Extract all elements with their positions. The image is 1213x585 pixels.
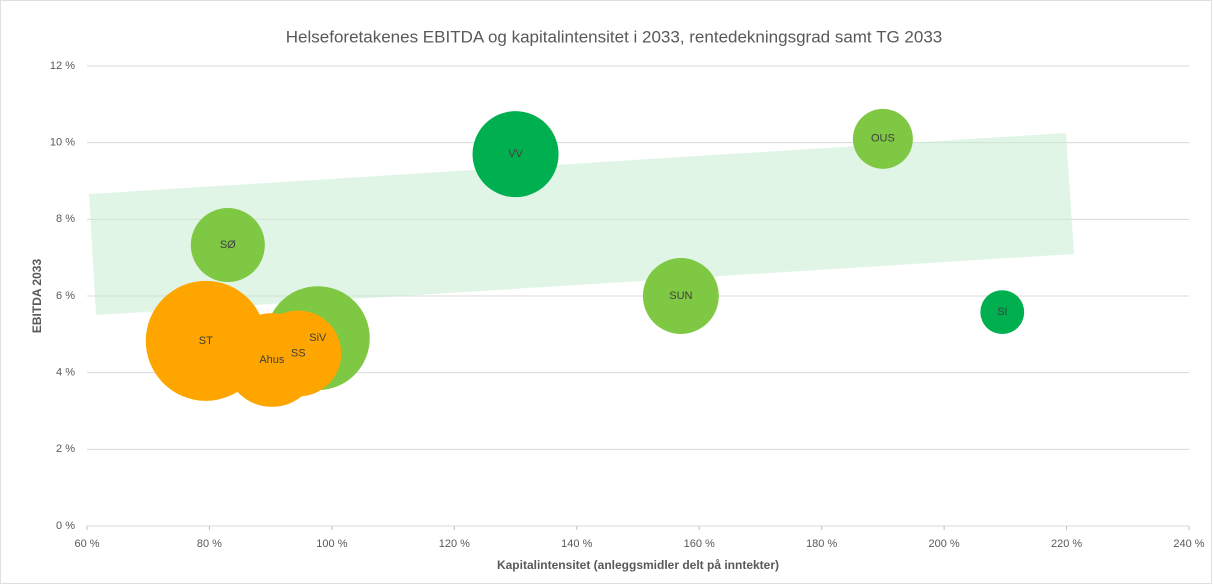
y-tick-label: 4 % <box>56 367 75 379</box>
bubble-label: Ahus <box>259 354 285 366</box>
bubble-labels: VV OUS SØ SUN SI SiV ST Ahus SS <box>199 133 1008 366</box>
y-axis-title: EBITDA 2033 <box>30 259 44 334</box>
bubble <box>255 310 342 397</box>
y-tick-label: 8 % <box>56 213 75 225</box>
bubble-label: SUN <box>669 290 692 302</box>
bubble <box>472 111 559 198</box>
x-tick-label: 160 % <box>684 538 715 550</box>
trend-band <box>89 133 1074 315</box>
y-tick-label: 0 % <box>56 520 75 532</box>
x-tick-label: 140 % <box>561 538 592 550</box>
x-tick-label: 60 % <box>74 538 99 550</box>
chart-title: Helseforetakenes EBITDA og kapitalintens… <box>286 27 942 46</box>
bubble-label: SØ <box>220 239 236 251</box>
x-tick-label: 100 % <box>316 538 347 550</box>
bubble-label: OUS <box>871 133 895 145</box>
bubble <box>642 258 719 334</box>
bubble-label: SiV <box>309 332 327 344</box>
x-tick-label: 200 % <box>929 538 960 550</box>
x-axis-title: Kapitalintensitet (anleggsmidler delt på… <box>497 558 779 572</box>
y-tick-label: 12 % <box>50 60 75 72</box>
bubble-label: SI <box>997 306 1007 318</box>
x-tick-label: 80 % <box>197 538 222 550</box>
x-tick-label: 180 % <box>806 538 837 550</box>
bubble <box>190 208 265 283</box>
y-tick-label: 6 % <box>56 290 75 302</box>
x-tick-label: 240 % <box>1173 538 1204 550</box>
x-tick-label: 220 % <box>1051 538 1082 550</box>
bubble-label: ST <box>199 335 213 347</box>
bubble <box>980 290 1025 335</box>
y-tick-label: 2 % <box>56 443 75 455</box>
bubble-label: SS <box>291 347 306 359</box>
bubble <box>852 108 913 169</box>
bubble-label: VV <box>508 148 523 160</box>
x-tick-label: 120 % <box>439 538 470 550</box>
y-tick-label: 10 % <box>50 137 75 149</box>
bubbles <box>145 108 1025 407</box>
